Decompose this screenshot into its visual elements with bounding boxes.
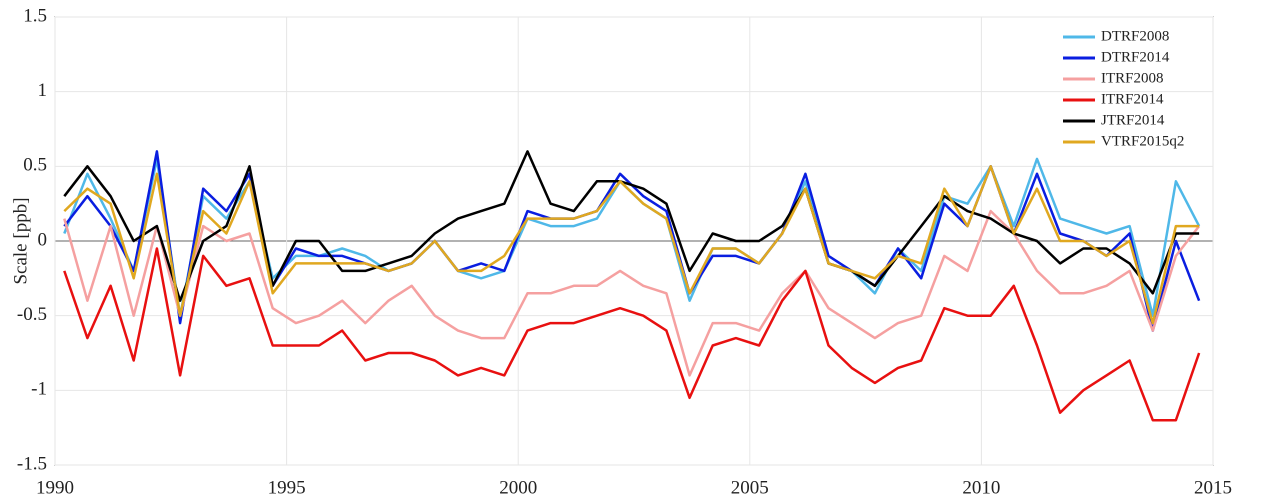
x-tick-label: 2005 — [731, 477, 769, 498]
y-tick-label: -1.5 — [17, 453, 47, 474]
series-line — [63, 165, 1200, 325]
y-tick-label: 1 — [38, 80, 48, 101]
series-line — [63, 150, 1200, 302]
legend-label: DTRF2008 — [1101, 28, 1169, 44]
y-axis-label: Scale [ppb] — [10, 197, 31, 284]
y-tick-label: -0.5 — [17, 304, 47, 325]
series-line — [63, 247, 1201, 422]
x-tick-label: 2000 — [499, 477, 537, 498]
y-tick-label: 0 — [38, 229, 48, 250]
legend-label: ITRF2008 — [1101, 70, 1164, 86]
x-tick-label: 2010 — [962, 477, 1000, 498]
legend-label: JTRF2014 — [1101, 112, 1165, 128]
legend-label: DTRF2014 — [1101, 49, 1170, 65]
y-tick-label: -1 — [31, 379, 47, 400]
legend-label: ITRF2014 — [1101, 91, 1164, 107]
x-tick-label: 1990 — [36, 477, 74, 498]
y-tick-label: 0.5 — [23, 155, 47, 176]
y-tick-label: 1.5 — [23, 5, 47, 26]
x-tick-label: 1995 — [268, 477, 306, 498]
legend-label: VTRF2015q2 — [1101, 133, 1184, 149]
x-tick-label: 2015 — [1194, 477, 1232, 498]
